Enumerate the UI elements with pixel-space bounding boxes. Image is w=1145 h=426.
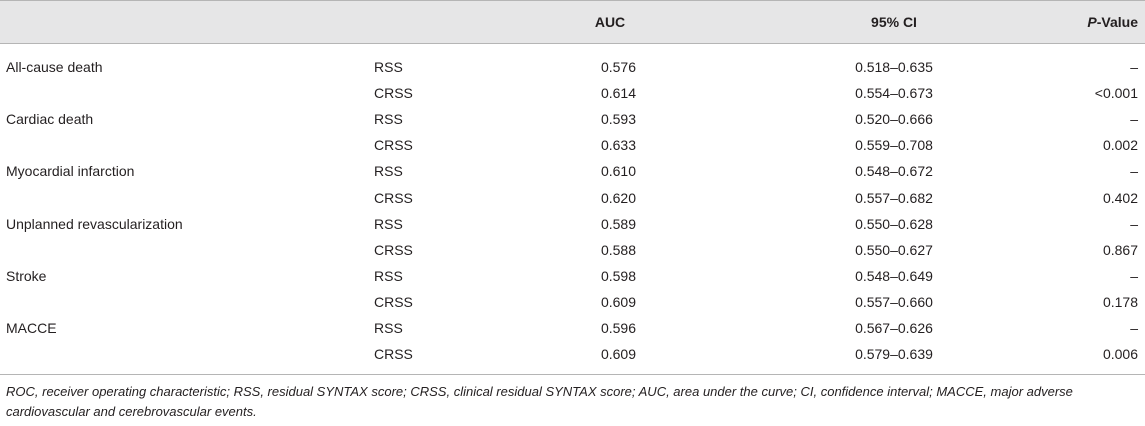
header-p-value-italic: P <box>1087 14 1097 30</box>
row-auc: 0.593 <box>600 111 636 127</box>
row-p-value: – <box>1130 59 1138 75</box>
row-auc: 0.596 <box>600 320 636 336</box>
row-p-value: 0.178 <box>1102 294 1138 310</box>
row-p-value: 0.002 <box>1102 137 1138 153</box>
row-auc: 0.609 <box>600 294 636 310</box>
row-score: RSS <box>374 59 403 75</box>
row-auc: 0.598 <box>600 268 636 284</box>
row-outcome: Myocardial infarction <box>6 163 135 179</box>
row-auc: 0.589 <box>600 216 636 232</box>
row-ci: 0.548–0.649 <box>855 268 933 284</box>
row-p-value: – <box>1130 320 1138 336</box>
row-auc: 0.588 <box>600 242 636 258</box>
header-p-value-rest: -Value <box>1096 14 1138 30</box>
row-p-value: 0.402 <box>1102 190 1138 206</box>
row-ci: 0.548–0.672 <box>855 163 933 179</box>
row-ci: 0.550–0.627 <box>855 242 933 258</box>
header-ci: 95% CI <box>871 14 917 30</box>
row-p-value: 0.006 <box>1102 346 1138 362</box>
row-score: RSS <box>374 268 403 284</box>
row-ci: 0.550–0.628 <box>855 216 933 232</box>
row-p-value: – <box>1130 268 1138 284</box>
header-auc: AUC <box>594 14 626 30</box>
row-ci: 0.520–0.666 <box>855 111 933 127</box>
row-p-value: – <box>1130 163 1138 179</box>
row-score: CRSS <box>374 242 413 258</box>
row-outcome: MACCE <box>6 320 57 336</box>
table-header-row: AUC 95% CI P-Value <box>0 0 1145 44</box>
row-score: RSS <box>374 111 403 127</box>
row-ci: 0.579–0.639 <box>855 346 933 362</box>
row-outcome: Cardiac death <box>6 111 94 127</box>
row-outcome: Stroke <box>6 268 47 284</box>
row-score: CRSS <box>374 85 413 101</box>
table-bottom-rule <box>0 374 1145 375</box>
row-score: CRSS <box>374 137 413 153</box>
header-p-value: P-Value <box>1087 14 1138 30</box>
row-score: RSS <box>374 216 403 232</box>
row-ci: 0.554–0.673 <box>855 85 933 101</box>
row-ci: 0.557–0.682 <box>855 190 933 206</box>
row-score: RSS <box>374 320 403 336</box>
row-score: CRSS <box>374 294 413 310</box>
row-p-value: – <box>1130 111 1138 127</box>
row-score: RSS <box>374 163 403 179</box>
row-auc: 0.633 <box>600 137 636 153</box>
row-auc: 0.610 <box>600 163 636 179</box>
row-auc: 0.576 <box>600 59 636 75</box>
row-ci: 0.559–0.708 <box>855 137 933 153</box>
row-score: CRSS <box>374 346 413 362</box>
row-auc: 0.620 <box>600 190 636 206</box>
row-p-value: – <box>1130 216 1138 232</box>
row-ci: 0.557–0.660 <box>855 294 933 310</box>
row-auc: 0.614 <box>600 85 636 101</box>
row-outcome: Unplanned revascularization <box>6 216 183 232</box>
row-ci: 0.518–0.635 <box>855 59 933 75</box>
row-score: CRSS <box>374 190 413 206</box>
table-footnote: ROC, receiver operating characteristic; … <box>6 384 1073 419</box>
row-p-value: <0.001 <box>1094 85 1138 101</box>
row-ci: 0.567–0.626 <box>855 320 933 336</box>
row-p-value: 0.867 <box>1102 242 1138 258</box>
row-auc: 0.609 <box>600 346 636 362</box>
row-outcome: All-cause death <box>6 59 103 75</box>
